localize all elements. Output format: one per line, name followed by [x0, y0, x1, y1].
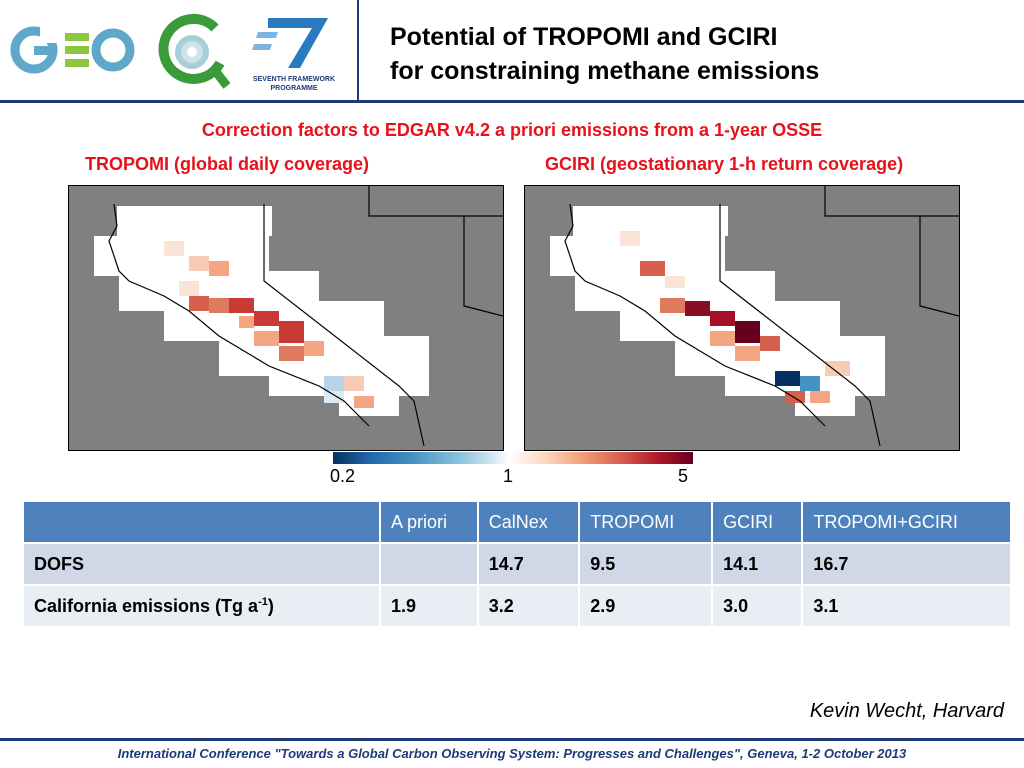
fp7-caption-line1: SEVENTH FRAMEWORK: [252, 76, 336, 83]
table-header-cell: CalNex: [476, 500, 581, 544]
fp7-caption: SEVENTH FRAMEWORK PROGRAMME: [248, 75, 340, 93]
boundaries: [108, 186, 503, 447]
table-cell: 3.2: [476, 584, 581, 628]
row-label-main: California emissions (Tg a: [34, 595, 259, 616]
fp7-logo: SEVENTH FRAMEWORK PROGRAMME: [248, 12, 340, 92]
header-rule: [0, 100, 1024, 103]
row-label-superscript: -1: [258, 595, 268, 608]
cells: [164, 241, 374, 408]
table-row: DOFS 14.7 9.5 14.1 16.7: [22, 542, 1012, 586]
map-tropomi: [68, 185, 504, 451]
colorbar-tick-mid: 1: [503, 466, 514, 486]
seventh-framework-icon: [252, 18, 328, 68]
row-label: DOFS: [22, 542, 381, 586]
colorbar-tick-high: 5: [678, 466, 689, 486]
table-header-row: A priori CalNex TROPOMI GCIRI TROPOMI+GC…: [22, 500, 1012, 544]
fp7-caption-line2: PROGRAMME: [270, 85, 318, 92]
row-label-end: ): [267, 595, 274, 616]
title-line-2: for constraining methane emissions: [390, 57, 820, 85]
results-table: A priori CalNex TROPOMI GCIRI TROPOMI+GC…: [22, 500, 1012, 628]
table-cell: 3.0: [711, 584, 804, 628]
boundaries: [564, 186, 959, 447]
table-cell: 16.7: [801, 542, 1012, 586]
map-label-gciri: GCIRI (geostationary 1-h return coverage…: [545, 154, 904, 174]
table-cell: 2.9: [578, 584, 714, 628]
map-gciri: [524, 185, 960, 451]
table-header-cell: A priori: [379, 500, 479, 544]
map-label-tropomi: TROPOMI (global daily coverage): [85, 154, 370, 174]
slide-title: Potential of TROPOMI and GCIRI for const…: [390, 20, 1010, 88]
subtitle: Correction factors to EDGAR v4.2 a prior…: [201, 120, 823, 140]
table-header-cell: GCIRI: [711, 500, 804, 544]
cells: [620, 231, 850, 403]
geo-logo-icon: [10, 26, 135, 74]
table-cell: 14.7: [476, 542, 581, 586]
footer-rule: [0, 738, 1024, 741]
title-line-1: Potential of TROPOMI and GCIRI: [390, 23, 778, 51]
colorbar-tick-low: 0.2: [330, 466, 356, 486]
author-credit: Kevin Wecht, Harvard: [809, 700, 1004, 722]
california-map-gciri: [550, 186, 959, 447]
table-cell: 14.1: [711, 542, 804, 586]
table-header-cell: TROPOMI: [578, 500, 714, 544]
gcos-ring-logo-icon: [158, 13, 230, 89]
table-header-cell: TROPOMI+GCIRI: [801, 500, 1012, 544]
table-header-cell: [22, 500, 381, 544]
table-cell: [379, 542, 479, 586]
table-row: California emissions (Tg a-1) 1.9 3.2 2.…: [22, 584, 1012, 628]
header-divider: [357, 0, 359, 100]
table-cell: 3.1: [801, 584, 1012, 628]
footer-text: International Conference "Towards a Glob…: [117, 746, 907, 761]
table-cell: 9.5: [578, 542, 714, 586]
row-label: California emissions (Tg a-1): [22, 584, 381, 628]
colorbar: [333, 452, 693, 464]
california-map-tropomi: [94, 186, 503, 447]
table-cell: 1.9: [379, 584, 479, 628]
